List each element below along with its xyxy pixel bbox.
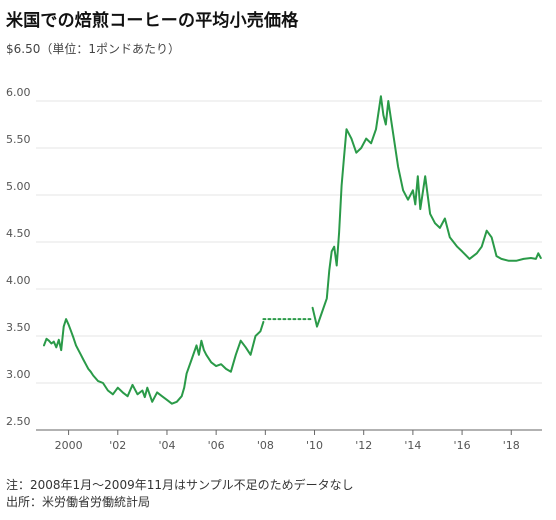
x-tick-label-2014: '14 xyxy=(404,439,421,452)
footnote: 注：2008年1月～2009年11月はサンプル不足のためデータなし 出所：米労働… xyxy=(6,477,354,511)
y-tick-label-4.50: 4.50 xyxy=(6,227,31,240)
price-series xyxy=(43,95,542,405)
x-tick-label-2006: '06 xyxy=(208,439,225,452)
y-axis-unit-label: $6.50（単位：1ポンドあたり） xyxy=(6,42,180,56)
gridlines xyxy=(36,100,542,431)
y-axis-ticks: 2.50 3.00 3.50 4.00 4.50 5.00 5.50 6.00 xyxy=(6,86,31,428)
x-tick-label-2012: '12 xyxy=(355,439,372,452)
y-tick-label-3.00: 3.00 xyxy=(6,368,31,381)
x-tick-label-2010: '10 xyxy=(306,439,323,452)
x-tick-label-2000: 2000 xyxy=(55,439,83,452)
price-line-segment-0 xyxy=(43,318,265,405)
y-tick-label-5.00: 5.00 xyxy=(6,180,31,193)
y-tick-label-4.00: 4.00 xyxy=(6,274,31,287)
note-missing-data: 注：2008年1月～2009年11月はサンプル不足のためデータなし xyxy=(6,478,354,492)
x-axis: 2000 '02 '04 '06 '08 '10 '12 '14 '16 '18 xyxy=(36,429,542,452)
price-line-segment-2 xyxy=(311,95,542,328)
x-tick-label-2016: '16 xyxy=(454,439,471,452)
x-tick-label-2018: '18 xyxy=(503,439,520,452)
y-tick-label-6.00: 6.00 xyxy=(6,86,31,99)
note-source: 出所：米労働省労働統計局 xyxy=(6,495,151,509)
x-tick-label-2002: '02 xyxy=(109,439,126,452)
y-tick-label-5.50: 5.50 xyxy=(6,133,31,146)
chart-title: 米国での焙煎コーヒーの平均小売価格 xyxy=(6,11,299,31)
y-tick-label-3.50: 3.50 xyxy=(6,321,31,334)
x-tick-label-2008: '08 xyxy=(257,439,274,452)
x-tick-label-2004: '04 xyxy=(158,439,175,452)
y-tick-label-2.50: 2.50 xyxy=(6,415,31,428)
